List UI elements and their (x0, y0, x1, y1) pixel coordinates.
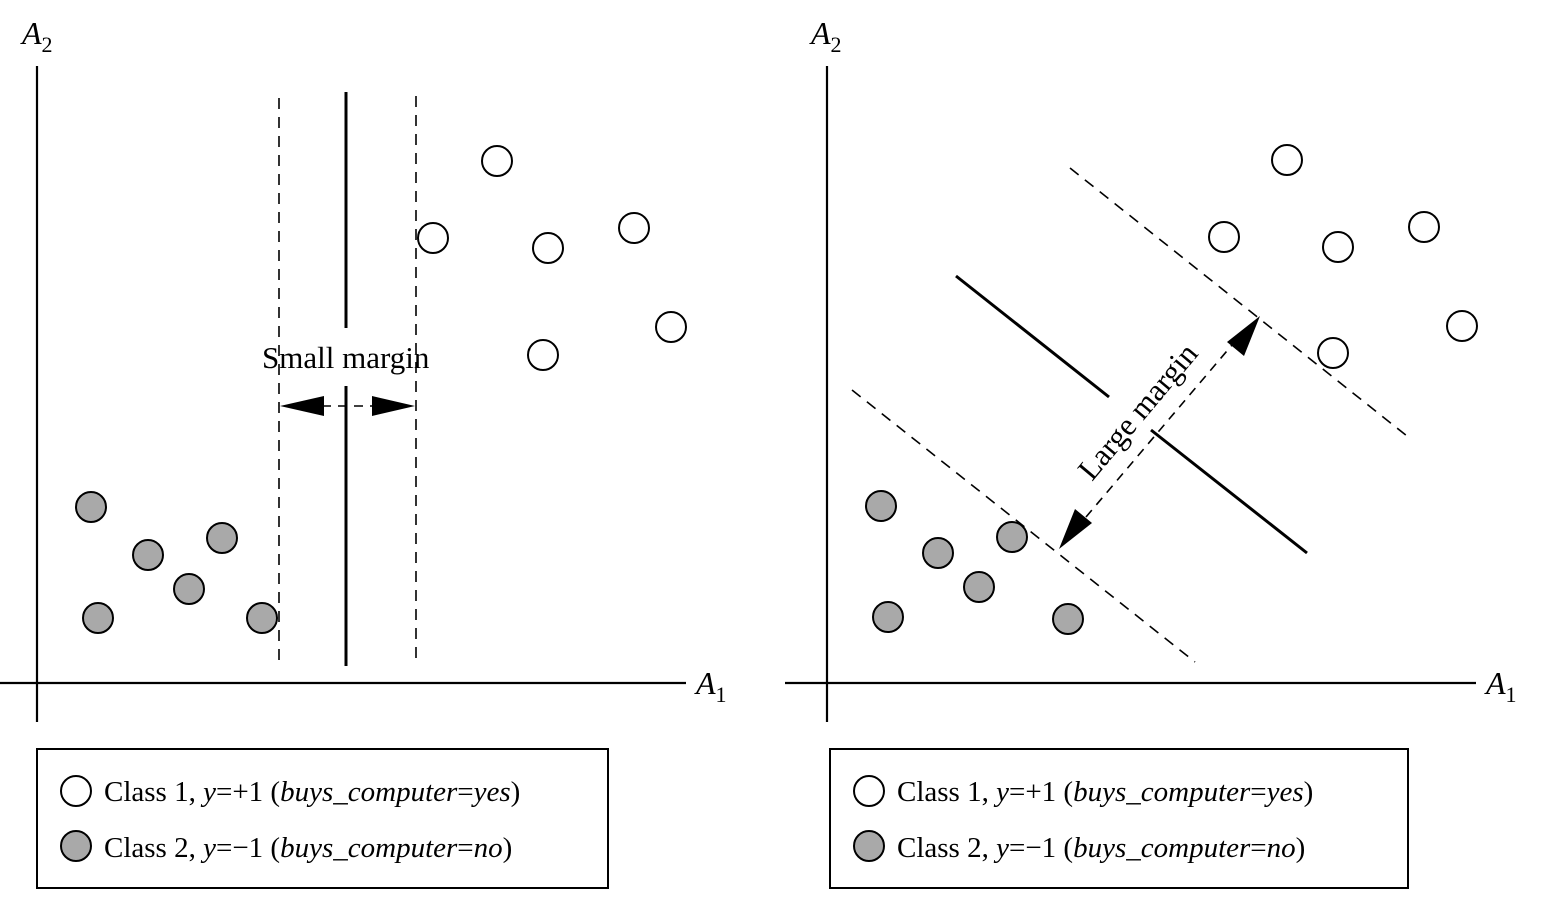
class1-point (417, 222, 449, 254)
hyperplane (955, 274, 1110, 399)
legend-class2-marker (60, 830, 92, 862)
class2-point (246, 602, 278, 634)
panel-large-margin: A2 A1 Large margin (785, 15, 1517, 889)
legend-class1-marker (60, 775, 92, 807)
class2-point (1052, 603, 1084, 635)
class2-point (206, 522, 238, 554)
class2-points (865, 490, 1084, 635)
legend-class2-marker (853, 830, 885, 862)
class1-points (1208, 144, 1478, 369)
class1-points (417, 145, 687, 371)
x-axis-label: A1 (1484, 665, 1517, 707)
hyperplane (1150, 428, 1308, 555)
class2-point (865, 490, 897, 522)
margin-arrow (1059, 316, 1260, 549)
margin-arrow (280, 396, 415, 416)
class1-point (618, 212, 650, 244)
margin-annotation: Small margin (262, 340, 430, 375)
class2-point (75, 491, 107, 523)
class2-points (75, 491, 278, 634)
class2-point (996, 521, 1028, 553)
class1-point (1208, 221, 1240, 253)
legend-class1-label: Class 1, y=+1 (buys_computer=yes) (897, 776, 1313, 808)
class1-point (1408, 211, 1440, 243)
class1-point (655, 311, 687, 343)
class1-point (481, 145, 513, 177)
class1-point (1317, 337, 1349, 369)
class1-point (532, 232, 564, 264)
class2-point (922, 537, 954, 569)
class2-point (173, 573, 205, 605)
class2-point (963, 571, 995, 603)
y-axis-label: A2 (20, 15, 53, 57)
class2-point (872, 601, 904, 633)
margin-annotation: Large margin (1071, 336, 1205, 487)
class2-point (82, 602, 114, 634)
legend: Class 1, y=+1 (buys_computer=yes) Class … (36, 748, 609, 889)
class1-point (1271, 144, 1303, 176)
legend-class1-marker (853, 775, 885, 807)
class1-point (1322, 231, 1354, 263)
legend-class1-label: Class 1, y=+1 (buys_computer=yes) (104, 776, 520, 808)
panel-small-margin: A2 A1 Small margin (0, 15, 727, 889)
legend: Class 1, y=+1 (buys_computer=yes) Class … (829, 748, 1409, 889)
class1-point (527, 339, 559, 371)
margin-boundary (1069, 167, 1413, 441)
class1-point (1446, 310, 1478, 342)
y-axis-label: A2 (809, 15, 842, 57)
class2-point (132, 539, 164, 571)
x-axis-label: A1 (694, 665, 727, 707)
legend-class2-label: Class 2, y=−1 (buys_computer=no) (897, 832, 1305, 864)
legend-class2-label: Class 2, y=−1 (buys_computer=no) (104, 832, 512, 864)
